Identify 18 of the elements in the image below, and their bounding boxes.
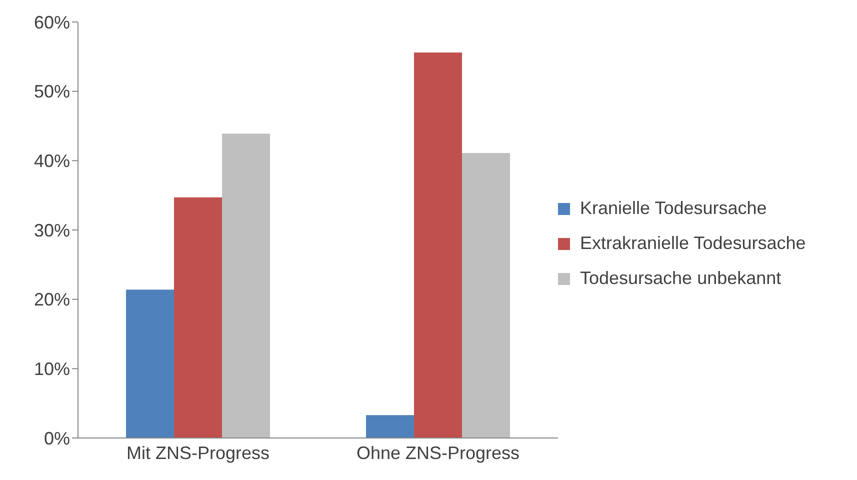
y-tick-label: 10% [34, 359, 70, 380]
x-tick-label: Ohne ZNS-Progress [356, 442, 520, 463]
legend-label: Todesursache unbekannt [580, 268, 782, 288]
y-tick-label: 40% [34, 151, 70, 172]
y-tick-label: 20% [34, 290, 70, 310]
bar [174, 197, 222, 438]
y-tick-label: 50% [34, 82, 70, 102]
bar [462, 153, 510, 438]
y-tick-label: 0% [44, 428, 70, 448]
y-tick-label: 30% [34, 220, 70, 240]
y-tick-label: 60% [34, 12, 70, 32]
x-tick-label: Mit ZNS-Progress [126, 442, 270, 463]
legend-label: Extrakranielle Todesursache [580, 232, 806, 254]
bar [414, 52, 462, 438]
legend-label: Kranielle Todesursache [580, 198, 767, 218]
bar [366, 415, 414, 438]
bar [126, 290, 174, 438]
bar [222, 134, 270, 438]
